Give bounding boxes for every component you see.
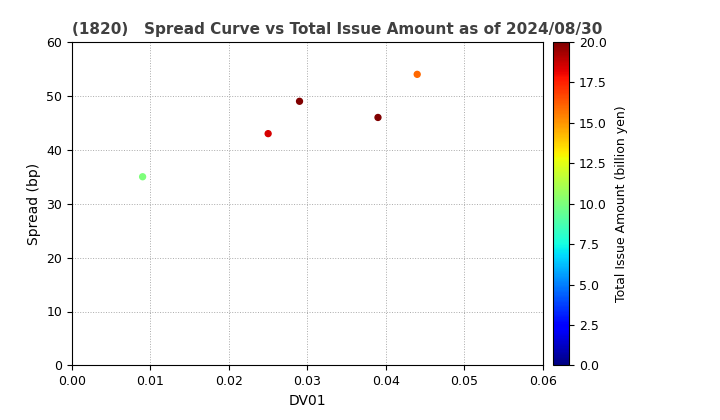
Y-axis label: Spread (bp): Spread (bp) xyxy=(27,163,41,245)
Point xyxy=(262,130,274,137)
Point xyxy=(294,98,305,105)
Point xyxy=(411,71,423,78)
Point xyxy=(137,173,148,180)
X-axis label: DV01: DV01 xyxy=(289,394,326,408)
Text: (1820)   Spread Curve vs Total Issue Amount as of 2024/08/30: (1820) Spread Curve vs Total Issue Amoun… xyxy=(72,22,603,37)
Point xyxy=(372,114,384,121)
Y-axis label: Total Issue Amount (billion yen): Total Issue Amount (billion yen) xyxy=(615,105,628,302)
